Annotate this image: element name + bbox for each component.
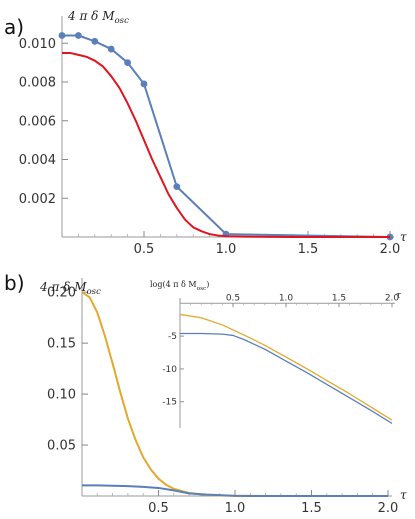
series-0-point xyxy=(140,80,148,88)
x-axis-label: τ xyxy=(396,291,402,301)
y-tick-label: -15 xyxy=(162,398,177,408)
series-0-line xyxy=(179,313,393,421)
y-tick-label: 0.15 xyxy=(47,337,76,352)
series-1-line xyxy=(62,51,390,238)
chart-a: 0.5 1.0 1.5 2.0 0.002 0.004 0.006 0.008 0.010 4 π… xyxy=(19,9,407,257)
x-tick-label: 1.0 xyxy=(279,293,294,303)
x-tick-label: 2.0 xyxy=(378,501,399,516)
y-tick-label: 0.05 xyxy=(47,439,76,454)
x-tick-label: 1.5 xyxy=(298,242,319,257)
y-tick-label: 0.002 xyxy=(19,192,56,207)
chart-b: 0.5 1.0 1.5 2.0 0.05 0.10 0.15 0.204 π δ Mosc τ xyxy=(39,278,407,516)
x-tick-label: 0.5 xyxy=(226,293,240,303)
x-tick-label: 2.0 xyxy=(380,242,401,257)
panel-a-label: a) xyxy=(4,15,24,39)
series-0-point xyxy=(91,37,99,45)
y-tick-label: 0.008 xyxy=(19,76,56,91)
series-0-point xyxy=(173,183,181,191)
y-axis-label: 4 π δ Mosc xyxy=(67,9,129,26)
x-tick-label: 0.5 xyxy=(148,501,169,516)
y-tick-label: -10 xyxy=(162,365,177,375)
series-1-line xyxy=(180,332,393,424)
y-axis-label: log(4 π δ Mosc) xyxy=(150,280,209,292)
y-tick-label: 0.006 xyxy=(19,114,56,129)
x-axis-label: τ xyxy=(400,488,407,502)
series-0-point xyxy=(58,32,66,39)
series-0-point xyxy=(75,32,82,39)
x-tick-label: 1.5 xyxy=(332,293,346,303)
y-tick-label: 0.20 xyxy=(47,286,76,301)
x-tick-label: 0.5 xyxy=(134,242,155,257)
panel-b-label: b) xyxy=(4,271,25,295)
y-tick-label: 0.004 xyxy=(19,153,56,168)
series-1-line xyxy=(82,484,388,497)
x-tick-label: 2.0 xyxy=(385,293,400,303)
x-tick-label: 1.5 xyxy=(301,501,322,516)
y-tick-label: -5 xyxy=(168,332,177,342)
x-tick-label: 1.0 xyxy=(225,501,246,516)
y-tick-label: 0.010 xyxy=(19,37,56,52)
x-axis-label: τ xyxy=(400,230,407,244)
x-tick-label: 1.0 xyxy=(216,242,237,257)
series-0-point xyxy=(107,45,115,53)
y-axis-label: 4 π δ Mosc xyxy=(39,280,101,297)
series-0-line xyxy=(62,34,391,238)
chart-b-inset: 0.5 1.0 1.5 2.0 -5 -10 -15 log(4 π δ Mosc) τ xyxy=(150,280,402,428)
series-0-point xyxy=(124,59,131,67)
y-tick-label: 0.10 xyxy=(47,388,76,403)
